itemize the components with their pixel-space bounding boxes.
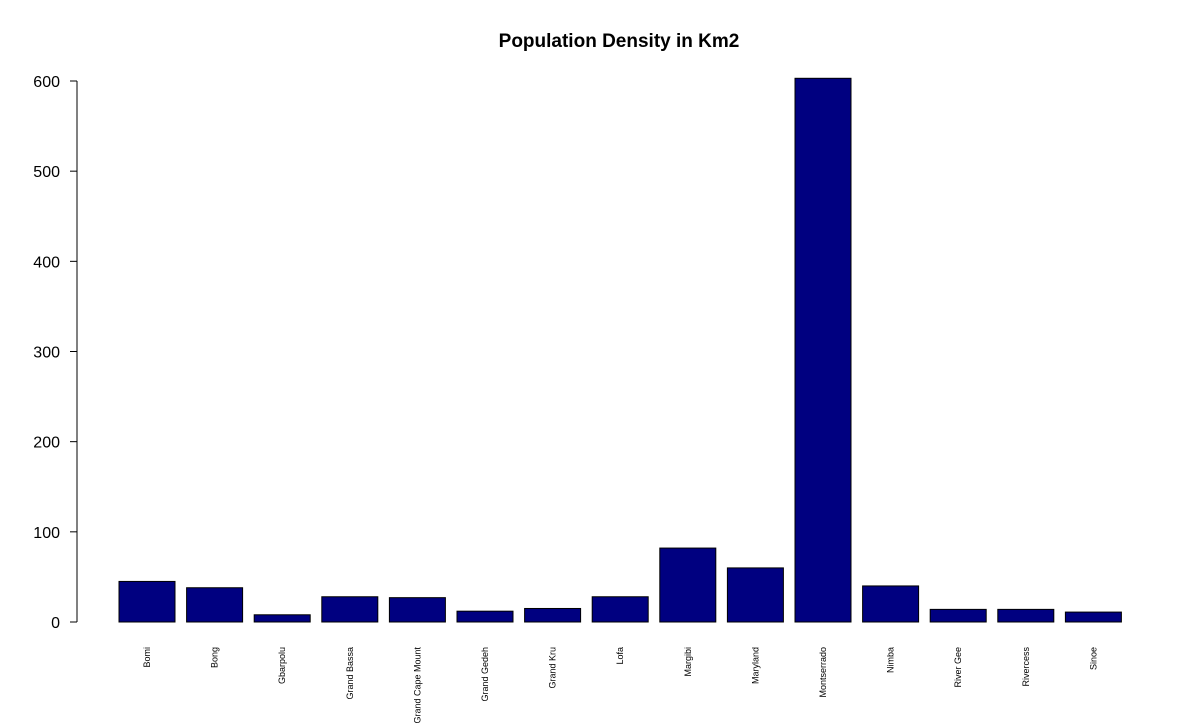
bar-grand-cape-mount [388,597,446,623]
y-tick-label: 200 [33,435,60,452]
x-tick-label: River Gee [953,647,963,688]
bar-lofa [591,596,649,623]
bar-grand-bassa [321,596,379,623]
bar-grand-gedeh [456,610,514,623]
x-tick-label: Bomi [142,647,152,668]
bar-rivercess [997,608,1055,623]
bar-bomi [118,580,176,623]
y-tick-label: 300 [33,345,60,362]
bar-gbarpolu [253,614,311,623]
bar-river-gee [929,608,987,623]
x-tick-label: Rivercess [1021,647,1031,687]
x-tick-label: Margibi [683,647,693,677]
bar-nimba [862,585,920,623]
bar-bong [186,587,244,623]
x-tick-label: Bong [210,647,220,668]
chart-title: Population Density in Km2 [499,31,740,52]
x-axis-labels: Bomi Bong Gbarpolu Grand Bassa Grand Cape Mo… [142,647,1098,724]
x-tick-label: Grand Bassa [345,647,355,700]
bar-montserrado [794,77,852,623]
y-tick-label: 0 [51,615,60,632]
y-tick-label: 400 [33,254,60,271]
bar-maryland [726,567,784,623]
y-axis: 0 100 200 300 400 500 600 [33,74,78,632]
y-tick-label: 500 [33,164,60,181]
x-tick-label: Grand Gedeh [480,647,490,702]
bar-margibi [659,547,717,623]
y-tick-label: 100 [33,525,60,542]
x-tick-label: Nimba [886,647,896,673]
x-tick-label: Gbarpolu [277,647,287,684]
bar-sinoe [1064,611,1122,623]
x-tick-label: Maryland [750,647,760,684]
x-tick-label: Lofa [615,647,625,665]
x-tick-label: Montserrado [818,647,828,698]
bars [118,77,1122,623]
bar-grand-kru [524,607,582,623]
x-tick-label: Sinoe [1088,647,1098,670]
y-tick-label: 600 [33,74,60,91]
x-tick-label: Grand Cape Mount [412,647,422,724]
x-tick-label: Grand Kru [548,647,558,689]
